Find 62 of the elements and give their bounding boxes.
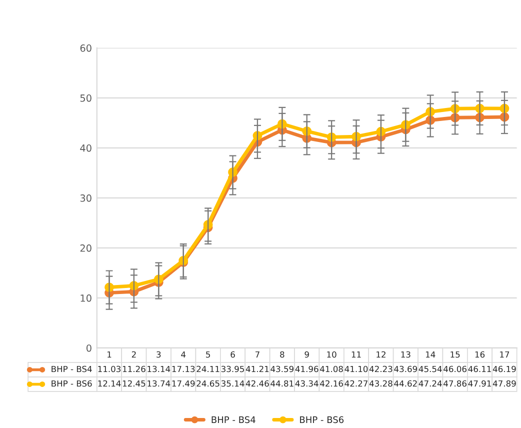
data-label: 46.11 <box>468 366 491 372</box>
data-label: 46.06 <box>444 366 466 372</box>
x-tick-label: 4 <box>181 351 186 358</box>
x-tick-label: 17 <box>500 351 510 358</box>
data-label: 11.03 <box>98 366 121 372</box>
y-tick-label: 60 <box>80 44 92 52</box>
data-label: 12.14 <box>98 380 121 387</box>
data-label: 47.89 <box>492 380 516 387</box>
y-tick-label: 30 <box>80 194 92 202</box>
x-tick-label: 2 <box>132 351 136 358</box>
x-tick-label: 13 <box>401 351 410 358</box>
x-tick-label: 8 <box>280 351 284 358</box>
data-label: 13.14 <box>148 366 170 372</box>
x-tick-label: 11 <box>352 351 361 358</box>
data-label: 44.81 <box>270 380 294 387</box>
data-label: 42.27 <box>344 380 368 387</box>
data-label: 43.59 <box>270 366 294 372</box>
x-tick-label: 5 <box>206 351 210 358</box>
data-label: 24.11 <box>196 366 220 372</box>
legend-label: BHP - BS4 <box>52 366 92 372</box>
data-label: 47.86 <box>444 380 466 387</box>
y-tick-label: 10 <box>80 294 92 302</box>
x-tick-label: 9 <box>304 351 309 358</box>
data-label: 17.13 <box>172 366 195 372</box>
data-label: 44.62 <box>394 380 417 387</box>
x-tick-label: 7 <box>256 351 260 358</box>
x-tick-label: 10 <box>327 351 336 358</box>
x-tick-label: 3 <box>156 351 161 358</box>
data-label: 43.34 <box>295 380 318 387</box>
x-tick-label: 1 <box>108 351 112 358</box>
data-label: 33.95 <box>221 366 244 372</box>
y-tick-label: 50 <box>80 94 92 102</box>
data-label: 42.46 <box>246 380 269 387</box>
text: BHP - BS6 <box>300 416 344 424</box>
data-label: 42.16 <box>320 380 343 387</box>
data-label: 47.24 <box>418 380 442 387</box>
text: BHP - BS4 <box>212 416 256 424</box>
data-label: 12.45 <box>122 380 146 387</box>
data-label: 43.28 <box>369 380 392 387</box>
data-label: 41.21 <box>246 366 269 372</box>
data-label: 13.74 <box>148 380 170 387</box>
data-label: 45.54 <box>418 366 442 372</box>
data-label: 47.91 <box>468 380 491 387</box>
data-label: 17.49 <box>172 380 195 387</box>
data-label: 35.14 <box>221 380 244 387</box>
x-tick-label: 16 <box>475 351 485 358</box>
data-label: 24.65 <box>196 380 220 387</box>
data-label: 11.26 <box>122 366 146 372</box>
x-tick-label: 15 <box>450 351 460 358</box>
x-tick-label: 6 <box>230 351 235 358</box>
y-tick-label: 20 <box>80 244 92 252</box>
data-label: 43.69 <box>394 366 418 372</box>
y-tick-label: 40 <box>80 144 92 152</box>
legend-label: BHP - BS6 <box>52 380 92 387</box>
data-label: 41.08 <box>320 366 343 372</box>
data-label: 42.23 <box>369 366 392 372</box>
x-tick-label: 12 <box>376 351 386 358</box>
data-label: 46.19 <box>492 366 516 372</box>
x-tick-label: 14 <box>426 351 436 358</box>
data-label: 41.96 <box>295 366 318 372</box>
data-label: 41.10 <box>344 366 368 372</box>
y-tick-label: 0 <box>86 344 92 352</box>
